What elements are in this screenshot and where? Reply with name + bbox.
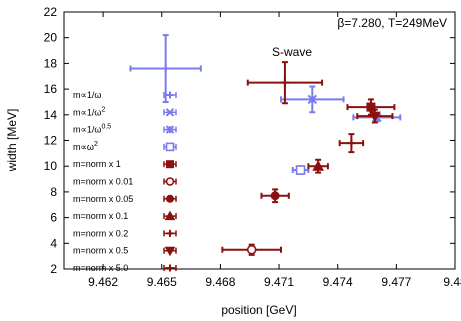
legend-label: m=norm x 5.0 bbox=[73, 263, 128, 273]
data-marks bbox=[129, 34, 402, 256]
point-marker bbox=[161, 64, 170, 73]
x-tick-label: 9.471 bbox=[264, 275, 294, 289]
point-marker bbox=[280, 78, 289, 87]
legend-label: m∝1/ω2 bbox=[73, 106, 105, 117]
data-point-5 bbox=[346, 98, 396, 116]
legend-marker bbox=[166, 160, 174, 169]
legend-marker bbox=[164, 210, 176, 221]
legend-item: m∝ω2 bbox=[73, 141, 177, 152]
legend-label: m=norm x 0.05 bbox=[73, 194, 133, 204]
legend-item: m=norm x 0.01 bbox=[73, 177, 177, 187]
legend-marker bbox=[165, 108, 175, 117]
legend-item: m=norm x 5.0 bbox=[73, 263, 177, 273]
legend-item: m=norm x 0.1 bbox=[73, 210, 177, 221]
x-axis-ticks: 9.462 9.465 9.468 9.471 9.474 9.477 9.48 bbox=[88, 12, 461, 289]
legend-label: m=norm x 0.1 bbox=[73, 211, 128, 221]
annotation-wave: S-wave bbox=[272, 45, 312, 59]
legend-label: m=norm x 0.5 bbox=[73, 246, 128, 256]
x-tick-label: 9.48 bbox=[443, 275, 461, 289]
legend-item: m∝1/ω2 bbox=[73, 106, 177, 117]
data-point-2 bbox=[280, 85, 345, 114]
legend-item: m=norm x 0.05 bbox=[73, 194, 177, 204]
y-tick-label: 4 bbox=[50, 236, 57, 250]
data-point-9 bbox=[338, 133, 365, 154]
y-tick-label: 20 bbox=[44, 31, 58, 45]
y-tick-label: 6 bbox=[50, 211, 57, 225]
x-tick-label: 9.465 bbox=[147, 275, 177, 289]
y-tick-label: 22 bbox=[44, 5, 58, 19]
legend: m∝1/ω m∝1/ω2 m∝1/ω0.5 m∝ω2 m=norm x 1 m=norm … bbox=[73, 90, 177, 273]
data-point-1 bbox=[129, 34, 202, 103]
y-axis-ticks: 2 4 6 8 10 12 14 16 18 20 22 bbox=[44, 5, 455, 276]
data-point-8 bbox=[307, 158, 329, 174]
point-marker bbox=[366, 102, 376, 112]
point-marker bbox=[368, 111, 381, 123]
legend-label: m∝1/ω bbox=[73, 90, 101, 100]
legend-marker bbox=[166, 91, 174, 99]
legend-marker bbox=[164, 246, 176, 257]
legend-label: m=norm x 0.01 bbox=[73, 177, 133, 187]
y-tick-label: 8 bbox=[50, 185, 57, 199]
y-tick-label: 2 bbox=[50, 262, 57, 276]
data-point-11 bbox=[246, 61, 324, 105]
y-tick-label: 14 bbox=[44, 108, 58, 122]
point-marker bbox=[307, 94, 317, 105]
x-tick-label: 9.468 bbox=[205, 275, 235, 289]
point-marker bbox=[312, 160, 324, 171]
y-tick-label: 16 bbox=[44, 82, 58, 96]
data-point-6 bbox=[221, 243, 283, 256]
x-tick-label: 9.462 bbox=[88, 275, 118, 289]
point-marker bbox=[347, 139, 356, 148]
legend-marker bbox=[166, 264, 174, 272]
x-tick-label: 9.474 bbox=[323, 275, 353, 289]
legend-item: m=norm x 0.5 bbox=[73, 246, 177, 257]
point-marker bbox=[246, 244, 257, 255]
legend-item: m=norm x 1 bbox=[73, 159, 177, 169]
legend-label: m∝ω2 bbox=[73, 141, 98, 152]
y-tick-label: 18 bbox=[44, 56, 58, 70]
legend-item: m∝1/ω bbox=[73, 90, 177, 100]
legend-label: m=norm x 1 bbox=[73, 159, 121, 169]
point-marker bbox=[295, 165, 306, 175]
y-tick-label: 12 bbox=[44, 134, 58, 148]
x-axis-label: position [GeV] bbox=[221, 303, 296, 317]
legend-label: m=norm x 0.2 bbox=[73, 228, 128, 238]
legend-label: m∝1/ω0.5 bbox=[73, 124, 111, 135]
data-point-7 bbox=[260, 188, 290, 204]
y-axis-label: width [MeV] bbox=[5, 109, 19, 173]
legend-item: m∝1/ω0.5 bbox=[73, 124, 177, 135]
legend-item: m=norm x 0.2 bbox=[73, 228, 177, 238]
data-point-10 bbox=[356, 108, 394, 124]
legend-marker bbox=[165, 177, 175, 186]
legend-marker bbox=[166, 229, 174, 237]
annotation-params: β=7.280, T=249MeV bbox=[337, 16, 447, 30]
data-point-4 bbox=[291, 165, 310, 175]
legend-marker bbox=[166, 194, 174, 203]
y-tick-label: 10 bbox=[44, 159, 58, 173]
legend-marker bbox=[165, 142, 175, 152]
x-tick-label: 9.477 bbox=[381, 275, 411, 289]
point-marker bbox=[270, 191, 280, 201]
legend-marker bbox=[165, 125, 175, 134]
